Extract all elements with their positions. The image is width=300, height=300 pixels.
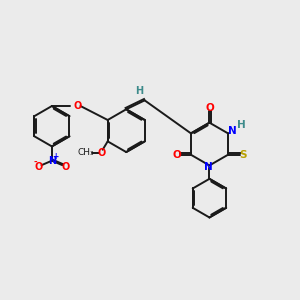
Text: O: O	[34, 162, 43, 172]
Text: N: N	[205, 162, 213, 172]
Text: N: N	[48, 156, 56, 166]
Text: H: H	[135, 86, 143, 96]
Text: CH₃: CH₃	[78, 148, 94, 157]
Text: O: O	[74, 101, 82, 111]
Text: O: O	[97, 148, 105, 158]
Text: N: N	[228, 126, 237, 136]
Text: H: H	[237, 120, 246, 130]
Text: O: O	[61, 162, 69, 172]
Text: O: O	[172, 150, 181, 160]
Text: O: O	[205, 103, 214, 113]
Text: +: +	[52, 152, 59, 161]
Text: S: S	[240, 150, 247, 160]
Text: -: -	[33, 158, 37, 167]
